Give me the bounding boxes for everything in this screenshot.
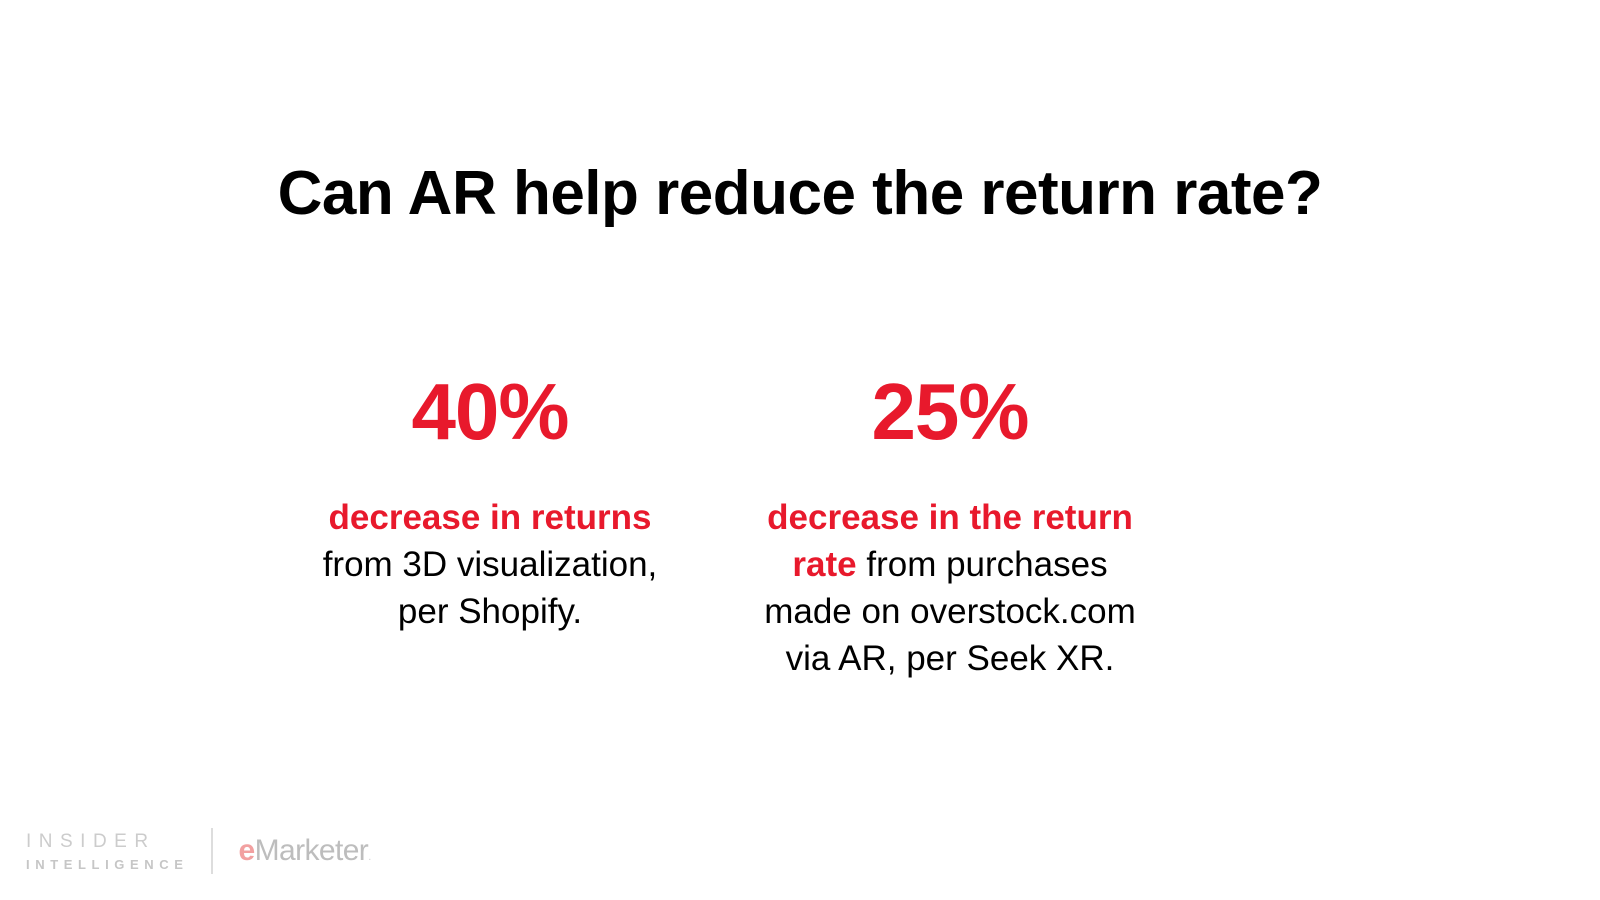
stat-detail-1-line2: per Shopify.: [397, 592, 583, 631]
stat-block-1: 40% decrease in returns from 3D visualiz…: [270, 372, 710, 635]
stat-highlight-2-part1: decrease in the return: [767, 498, 1133, 537]
stat-detail-2-line1: from purchases: [856, 545, 1108, 584]
insider-intelligence-wordmark-top: INSIDER: [26, 830, 156, 852]
stat-caption-1: decrease in returns from 3D visualizatio…: [323, 494, 658, 635]
stat-detail-1-line1: from 3D visualization,: [322, 545, 658, 584]
stat-highlight-2-part2: rate: [792, 545, 857, 584]
emarketer-logo: eMarketer.: [238, 834, 372, 867]
stat-highlight-1: decrease in returns: [328, 498, 652, 537]
emarketer-trademark-icon: .: [368, 851, 371, 863]
stat-figure-1: 40%: [411, 367, 569, 456]
stat-detail-2-line2: made on overstock.com: [764, 592, 1136, 631]
footer-brand-lockup: INSIDER INTELLIGENCE eMarketer.: [26, 828, 371, 874]
stat-block-2: 25% decrease in the return rate from pur…: [745, 372, 1155, 682]
emarketer-logo-e: e: [238, 834, 256, 867]
stats-row: 40% decrease in returns from 3D visualiz…: [270, 372, 1190, 682]
insider-intelligence-wordmark-bottom: INTELLIGENCE: [26, 856, 189, 872]
stat-detail-2-line3: via AR, per Seek XR.: [785, 639, 1115, 678]
brand-divider: [210, 828, 213, 874]
stat-caption-2: decrease in the return rate from purchas…: [764, 494, 1136, 682]
insider-intelligence-logo: INSIDER INTELLIGENCE: [26, 832, 189, 871]
page-title: Can AR help reduce the return rate?: [277, 158, 1323, 228]
emarketer-logo-name: Marketer: [254, 834, 369, 867]
stat-figure-2: 25%: [871, 367, 1029, 456]
